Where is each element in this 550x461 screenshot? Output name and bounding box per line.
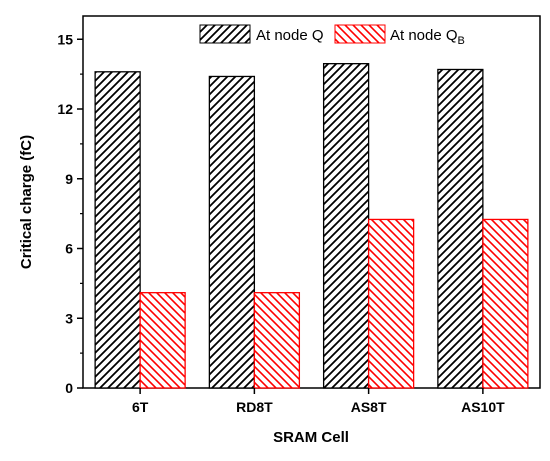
x-axis-label: SRAM Cell [273, 429, 349, 446]
bar-node-qb-6t [139, 292, 186, 389]
bar-node-q-as8t [322, 63, 370, 389]
y-tick-label: 3 [65, 310, 73, 326]
legend-label-qb-sub: B [458, 35, 465, 47]
legend-label-q: At node Q [256, 27, 324, 44]
x-tick-label: AS8T [351, 399, 387, 415]
legend-label-qb-main: At node Q [390, 27, 458, 44]
y-axis-label: Critical charge (fC) [18, 135, 35, 269]
legend: At node Q At node QB [199, 24, 465, 47]
bar-node-qb-as8t [367, 218, 415, 389]
y-tick-label: 12 [57, 101, 73, 117]
legend-label-qb: At node QB [390, 27, 465, 47]
x-tick-label: RD8T [236, 399, 273, 415]
y-tick-label: 15 [57, 31, 73, 47]
bar-node-q-6t [94, 71, 141, 389]
legend-swatch-q [199, 24, 251, 44]
x-tick-label: 6T [132, 399, 149, 415]
bars-layer [94, 63, 529, 389]
plot-frame [82, 15, 541, 389]
bar-node-qb-as10t [482, 218, 529, 389]
y-tick-label: 0 [65, 380, 73, 396]
y-tick-label: 6 [65, 241, 73, 257]
x-tick-label: AS10T [461, 399, 505, 415]
bar-node-qb-rd8t [253, 292, 301, 389]
bar-node-q-rd8t [208, 75, 256, 389]
plot-area [82, 15, 541, 389]
y-axis-ticks: 0 3 6 9 12 15 [57, 31, 83, 396]
y-tick-label: 9 [65, 171, 73, 187]
bar-node-q-as10t [437, 68, 484, 389]
legend-swatch-qb [334, 24, 386, 44]
x-axis-ticks: 6T RD8T AS8T AS10T [132, 388, 505, 415]
